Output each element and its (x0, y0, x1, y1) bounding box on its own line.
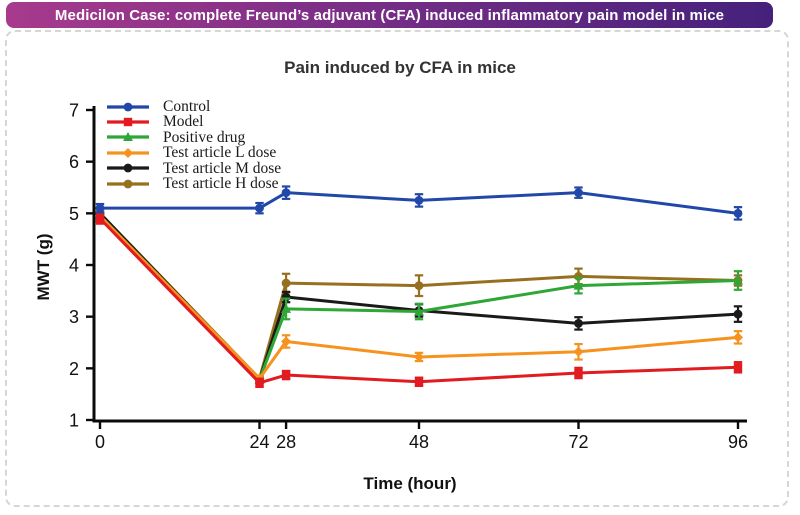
series-marker-model (733, 363, 743, 372)
legend-marker-positive-drug (123, 132, 133, 142)
legend-marker-test-article-m-dose (123, 163, 133, 173)
legend-item-test-article-m-dose: Test article M dose (106, 159, 282, 177)
x-tick-label: 72 (568, 432, 588, 452)
series-marker-positive-drug (413, 306, 424, 316)
x-tick-label: 48 (409, 432, 429, 452)
series-marker-test-article-h-dose (414, 281, 424, 291)
legend-marker-test-article-h-dose (123, 179, 133, 189)
legend-key-positive-drug (107, 132, 149, 142)
legend-item-model: Model (106, 113, 281, 131)
case-card (5, 30, 789, 507)
series-control (95, 185, 743, 221)
legend-label: Control (163, 98, 211, 115)
series-marker-test-article-h-dose (281, 278, 291, 288)
legend-label: Model (163, 113, 204, 131)
x-tick-label: 28 (276, 432, 296, 452)
legend-item-positive-drug: Positive drug (106, 128, 281, 146)
series-marker-control (414, 196, 424, 205)
legend-label: Test article L dose (163, 144, 277, 162)
y-tick-label: 4 (69, 255, 79, 275)
series-marker-test-article-m-dose (733, 309, 743, 319)
y-tick-label: 6 (69, 152, 79, 172)
x-axis-label: Time (hour) (363, 474, 457, 493)
series-marker-model (281, 370, 291, 380)
series-line-model (98, 217, 739, 385)
series-marker-model (414, 377, 424, 386)
y-tick-label: 2 (69, 359, 79, 379)
legend-label: Positive drug (163, 128, 246, 146)
legend-label: Test article M dose (163, 159, 282, 177)
series-marker-test-article-l-dose (573, 346, 584, 357)
legend-key-model (107, 117, 149, 127)
chart-legend: Control Model Positive drug Test article L … (106, 99, 281, 191)
chart-title: Pain induced by CFA in mice (284, 58, 516, 77)
series-marker-positive-drug (281, 303, 292, 313)
y-tick-label: 1 (69, 411, 79, 431)
series-marker-positive-drug (732, 275, 743, 285)
y-tick-label: 7 (69, 100, 79, 120)
series-marker-control (281, 188, 291, 198)
legend-marker-test-article-l-dose (123, 147, 133, 158)
legend-key-test-article-h-dose (107, 179, 149, 189)
legend-item-test-article-h-dose: Test article H dose (106, 174, 281, 192)
legend-label: Test article H dose (163, 174, 279, 192)
series-test-article-l-dose (95, 209, 743, 384)
x-tick-label: 96 (728, 432, 748, 452)
y-tick-label: 3 (69, 307, 79, 327)
series-marker-model (255, 378, 264, 387)
x-tick-label: 24 (249, 432, 269, 452)
series-marker-test-article-m-dose (574, 318, 583, 328)
legend-marker-control (123, 102, 133, 112)
series-marker-test-article-l-dose (281, 336, 292, 347)
legend-item-control: Control (106, 99, 281, 114)
series-marker-model (95, 214, 105, 223)
legend-key-test-article-m-dose (107, 163, 149, 173)
series-marker-model (574, 368, 583, 378)
series-marker-control (574, 188, 583, 198)
series-marker-control (255, 203, 264, 213)
case-banner-title: Medicilon Case: complete Freund’s adjuva… (54, 6, 725, 24)
case-banner: Medicilon Case: complete Freund’s adjuva… (6, 2, 773, 28)
series-marker-control (95, 203, 105, 213)
legend-item-test-article-l-dose: Test article L dose (106, 144, 281, 162)
y-tick-label: 5 (69, 204, 79, 224)
legend-key-test-article-l-dose (107, 147, 149, 158)
series-line-test-article-l-dose (98, 214, 739, 381)
series-marker-control (733, 208, 743, 218)
legend-key-control (107, 102, 149, 112)
series-marker-test-article-l-dose (413, 351, 424, 362)
series-marker-positive-drug (573, 280, 584, 290)
series-marker-test-article-l-dose (732, 332, 743, 343)
x-tick-label: 0 (95, 432, 105, 452)
legend-marker-model (123, 117, 133, 127)
series-model (95, 212, 743, 389)
series-line-control (100, 191, 739, 215)
y-axis-label: MWT (g) (34, 233, 53, 301)
